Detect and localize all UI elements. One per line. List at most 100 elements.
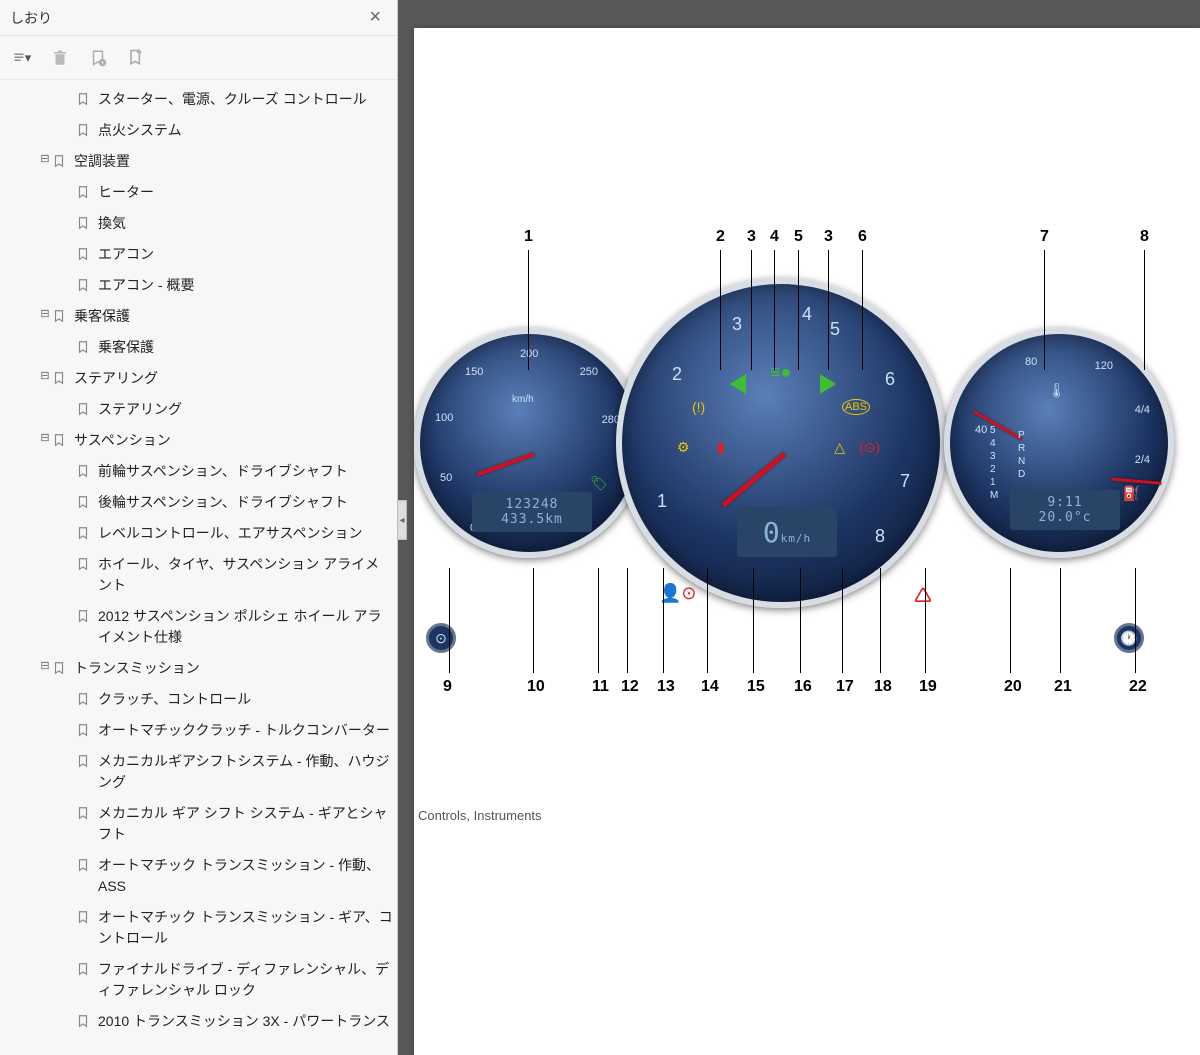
tree-toggle-icon[interactable]: ⊟ (38, 151, 52, 168)
bookmark-item[interactable]: エアコン (0, 239, 397, 270)
leader-line (1044, 250, 1045, 370)
bookmark-item[interactable]: メカニカル ギア シフト システム - ギアとシャフト (0, 798, 397, 850)
bookmark-label: クラッチ、コントロール (98, 689, 251, 710)
brake-icon: (⊙) (859, 439, 880, 456)
page-caption: Controls, Instruments (418, 808, 542, 823)
bookmark-label: メカニカル ギア シフト システム - ギアとシャフト (98, 803, 393, 845)
bookmark-ribbon-icon (76, 401, 92, 417)
leader-line (663, 568, 664, 673)
bookmark-item[interactable]: 2010 トランスミッション 3X - パワートランス (0, 1006, 397, 1037)
tach-tick: 6 (885, 369, 895, 390)
prnd-column: P R N D (1018, 429, 1025, 481)
callout-number: 7 (1040, 228, 1049, 246)
bookmark-ribbon-icon (76, 246, 92, 262)
odometer-lcd: 123248 433.5km (472, 492, 592, 532)
close-icon[interactable]: × (363, 6, 387, 29)
tree-toggle-icon[interactable]: ⊟ (38, 430, 52, 447)
bookmark-label: ステアリング (98, 399, 182, 420)
callout-number: 5 (794, 228, 803, 246)
bookmark-ribbon-icon (76, 753, 92, 769)
leader-line (800, 568, 801, 673)
bookmark-label: エアコン (98, 244, 154, 265)
bookmark-item[interactable]: ステアリング (0, 394, 397, 425)
bookmark-ribbon-icon (52, 153, 68, 169)
expand-bookmark-icon[interactable] (124, 46, 148, 70)
panel-options-icon[interactable]: ▾ (10, 46, 34, 70)
tree-toggle-icon[interactable]: ⊟ (38, 368, 52, 385)
tree-toggle-icon[interactable]: ⊟ (38, 658, 52, 675)
bookmark-label: レベルコントロール、エアサスペンション (98, 523, 362, 544)
bookmark-item[interactable]: エアコン - 概要 (0, 270, 397, 301)
bookmark-item[interactable]: ⊟空調装置 (0, 146, 397, 177)
leader-line (1060, 568, 1061, 673)
bookmark-item[interactable]: 前輪サスペンション、ドライブシャフト (0, 456, 397, 487)
callout-number: 22 (1129, 678, 1147, 696)
callout-number: 4 (770, 228, 779, 246)
callout-number: 15 (747, 678, 765, 696)
bookmark-item[interactable]: ヒーター (0, 177, 397, 208)
callout-number: 12 (621, 678, 639, 696)
leader-line (751, 250, 752, 370)
bookmark-item[interactable]: オートマチック トランスミッション - ギア、コントロール (0, 902, 397, 954)
bookmark-item[interactable]: 点火システム (0, 115, 397, 146)
bookmark-ribbon-icon (76, 494, 92, 510)
bookmark-item[interactable]: 後輪サスペンション、ドライブシャフト (0, 487, 397, 518)
leader-line (753, 568, 754, 673)
bookmark-item[interactable]: 2012 サスペンション ポルシェ ホイール アライメント仕様 (0, 601, 397, 653)
bookmark-ribbon-icon (76, 961, 92, 977)
tree-toggle-icon[interactable]: ⊟ (38, 306, 52, 323)
bookmark-item[interactable]: ⊟ トランスミッション (0, 653, 397, 684)
seatbelt-icon: 🛆 (914, 583, 932, 613)
brake-warn-icon: ▮ (717, 439, 725, 456)
bookmark-label: トランスミッション (74, 658, 200, 679)
bookmark-item[interactable]: クラッチ、コントロール (0, 684, 397, 715)
bookmark-item[interactable]: ⊟ステアリング (0, 363, 397, 394)
bookmark-item[interactable]: メカニカルギアシフトシステム - 作動、ハウジング (0, 746, 397, 798)
leader-line (627, 568, 628, 673)
bookmark-label: 2010 トランスミッション 3X - パワートランス (98, 1011, 390, 1032)
bookmark-label: 乗客保護 (98, 337, 154, 358)
bookmarks-sidebar: しおり × ▾ + ︿ スターター、電源、クルーズ コントロール点火システム⊟空… (0, 0, 398, 1055)
page: Controls, Instruments 0 50 100 150 200 2… (414, 28, 1200, 1055)
leader-line (1135, 568, 1136, 673)
bookmark-item[interactable]: ファイナルドライブ - ディファレンシャル、ディファレンシャル ロック (0, 954, 397, 1006)
bookmark-item[interactable]: ホイール、タイヤ、サスペンション アライメント (0, 549, 397, 601)
tach-tick: 8 (875, 526, 885, 547)
leader-line (1010, 568, 1011, 673)
app-root: しおり × ▾ + ︿ スターター、電源、クルーズ コントロール点火システム⊟空… (0, 0, 1200, 1055)
bookmark-item[interactable]: 換気 (0, 208, 397, 239)
delete-icon[interactable] (48, 46, 72, 70)
bookmark-item[interactable]: ⊟乗客保護 (0, 301, 397, 332)
bookmark-label: 2012 サスペンション ポルシェ ホイール アライメント仕様 (98, 606, 393, 648)
bookmark-item[interactable]: オートマチック トランスミッション - 作動、ASS (0, 850, 397, 902)
leader-line (449, 568, 450, 673)
engine-icon: ⚙ (677, 439, 690, 456)
leader-line (598, 568, 599, 673)
bookmark-item[interactable]: スターター、電源、クルーズ コントロール (0, 84, 397, 115)
leader-line (842, 568, 843, 673)
right-knob-clock-icon: 🕐 (1114, 623, 1144, 653)
callout-number: 3 (824, 228, 833, 246)
tach-tick: 2 (672, 364, 682, 385)
bookmark-label: ヒーター (98, 182, 154, 203)
time-temp-lcd: 9:11 20.0°c (1010, 490, 1120, 530)
sidebar-header: しおり × (0, 0, 397, 36)
bookmark-label: 後輪サスペンション、ドライブシャフト (98, 492, 348, 513)
leader-line (1144, 250, 1145, 370)
bookmark-item[interactable]: ⊟サスペンション (0, 425, 397, 456)
cruise-icon: 🏷 (590, 475, 608, 492)
bookmark-tree[interactable]: ︿ スターター、電源、クルーズ コントロール点火システム⊟空調装置ヒーター換気エ… (0, 80, 397, 1055)
coolant-icon: 🌡 (1048, 382, 1066, 399)
sidebar-toolbar: ▾ + (0, 36, 397, 80)
speedo-unit: km/h (512, 394, 534, 405)
new-bookmark-icon[interactable]: + (86, 46, 110, 70)
bookmark-item[interactable]: 乗客保護 (0, 332, 397, 363)
bookmark-item[interactable]: レベルコントロール、エアサスペンション (0, 518, 397, 549)
bookmark-label: 前輪サスペンション、ドライブシャフト (98, 461, 348, 482)
speedo-tick: 50 (440, 472, 452, 484)
bookmark-ribbon-icon (76, 91, 92, 107)
collapse-sidebar-handle[interactable]: ◂ (397, 500, 407, 540)
bookmark-ribbon-icon (52, 370, 68, 386)
bookmark-item[interactable]: オートマチッククラッチ - トルクコンバーター (0, 715, 397, 746)
callout-number: 16 (794, 678, 812, 696)
